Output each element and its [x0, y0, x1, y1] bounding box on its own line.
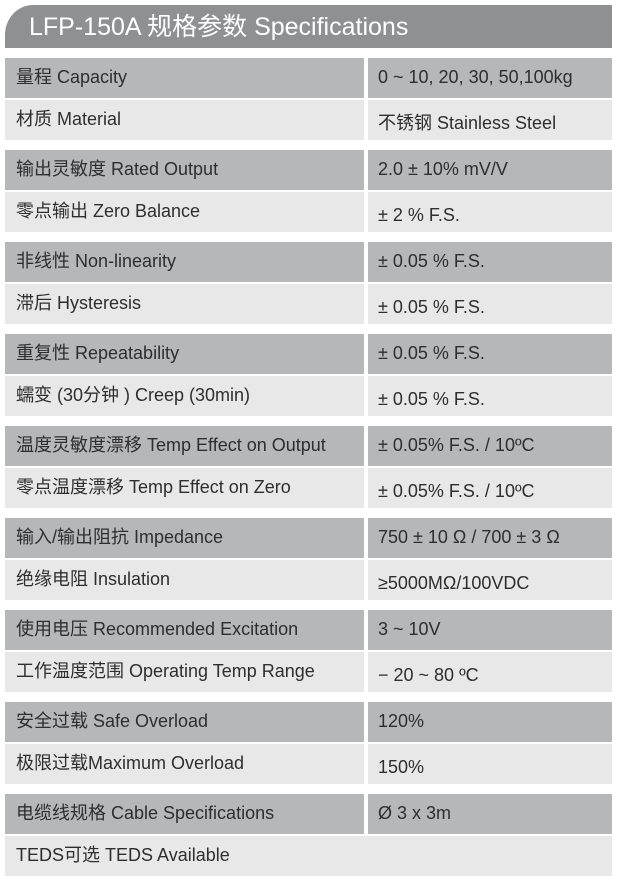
spec-value: 3 ~ 10V [368, 610, 612, 650]
spec-label: 绝缘电阻 Insulation [5, 560, 364, 600]
spec-row: 滞后 Hysteresis ± 0.05 % F.S. [5, 284, 612, 324]
spec-row: 温度灵敏度漂移 Temp Effect on Output ± 0.05% F.S… [5, 426, 612, 466]
spec-label: 量程 Capacity [5, 58, 364, 98]
spec-value: ± 0.05 % F.S. [368, 284, 612, 324]
spec-value: ± 0.05 % F.S. [368, 334, 612, 374]
spec-row: 输出灵敏度 Rated Output 2.0 ± 10% mV/V [5, 150, 612, 190]
spec-label: 重复性 Repeatability [5, 334, 364, 374]
spec-label: 工作温度范围 Operating Temp Range [5, 652, 364, 692]
spec-label: 输入/输出阻抗 Impedance [5, 518, 364, 558]
spec-value: ± 0.05% F.S. / 10ºC [368, 468, 612, 508]
spec-row: 零点温度漂移 Temp Effect on Zero ± 0.05% F.S. /… [5, 468, 612, 508]
spec-row: 零点输出 Zero Balance ± 2 % F.S. [5, 192, 612, 232]
spec-label: 蠕变 (30分钟 ) Creep (30min) [5, 376, 364, 416]
spec-label: 非线性 Non-linearity [5, 242, 364, 282]
spec-row: 重复性 Repeatability ± 0.05 % F.S. [5, 334, 612, 374]
spec-label: 电缆线规格 Cable Specifications [5, 794, 364, 834]
spec-value: 不锈钢 Stainless Steel [368, 100, 612, 140]
spec-label: 滞后 Hysteresis [5, 284, 364, 324]
spec-value: ± 2 % F.S. [368, 192, 612, 232]
spec-row: 工作温度范围 Operating Temp Range − 20 ~ 80 ºC [5, 652, 612, 692]
spec-value: ± 0.05% F.S. / 10ºC [368, 426, 612, 466]
spec-value: Ø 3 x 3m [368, 794, 612, 834]
spec-label: 零点温度漂移 Temp Effect on Zero [5, 468, 364, 508]
spec-row: 安全过载 Safe Overload 120% [5, 702, 612, 742]
spec-row: 非线性 Non-linearity ± 0.05 % F.S. [5, 242, 612, 282]
spec-value: 120% [368, 702, 612, 742]
spec-value: 150% [368, 744, 612, 784]
spec-value: ± 0.05 % F.S. [368, 376, 612, 416]
spec-value: ≥5000MΩ/100VDC [368, 560, 612, 600]
spec-row: 电缆线规格 Cable Specifications Ø 3 x 3m [5, 794, 612, 834]
spec-label: 极限过载Maximum Overload [5, 744, 364, 784]
spec-label: 温度灵敏度漂移 Temp Effect on Output [5, 426, 364, 466]
spec-value: ± 0.05 % F.S. [368, 242, 612, 282]
spec-row: TEDS可选 TEDS Available [5, 836, 612, 876]
spec-label: 材质 Material [5, 100, 364, 140]
spec-row: 量程 Capacity 0 ~ 10, 20, 30, 50,100kg [5, 58, 612, 98]
spec-label: 零点输出 Zero Balance [5, 192, 364, 232]
spec-label: 安全过载 Safe Overload [5, 702, 364, 742]
spec-value: 750 ± 10 Ω / 700 ± 3 Ω [368, 518, 612, 558]
spec-table: 量程 Capacity 0 ~ 10, 20, 30, 50,100kg 材质 Ma… [5, 58, 612, 886]
spec-title: LFP-150A 规格参数 Specifications [5, 5, 612, 48]
spec-value: − 20 ~ 80 ºC [368, 652, 612, 692]
spec-value: 2.0 ± 10% mV/V [368, 150, 612, 190]
spec-row: 极限过载Maximum Overload 150% [5, 744, 612, 784]
spec-row: 绝缘电阻 Insulation ≥5000MΩ/100VDC [5, 560, 612, 600]
spec-row: 蠕变 (30分钟 ) Creep (30min) ± 0.05 % F.S. [5, 376, 612, 416]
spec-value: 0 ~ 10, 20, 30, 50,100kg [368, 58, 612, 98]
spec-row: 使用电压 Recommended Excitation 3 ~ 10V [5, 610, 612, 650]
spec-row: 材质 Material 不锈钢 Stainless Steel [5, 100, 612, 140]
spec-label: 输出灵敏度 Rated Output [5, 150, 364, 190]
spec-label: TEDS可选 TEDS Available [5, 836, 612, 876]
spec-row: 输入/输出阻抗 Impedance 750 ± 10 Ω / 700 ± 3 Ω [5, 518, 612, 558]
spec-label: 使用电压 Recommended Excitation [5, 610, 364, 650]
